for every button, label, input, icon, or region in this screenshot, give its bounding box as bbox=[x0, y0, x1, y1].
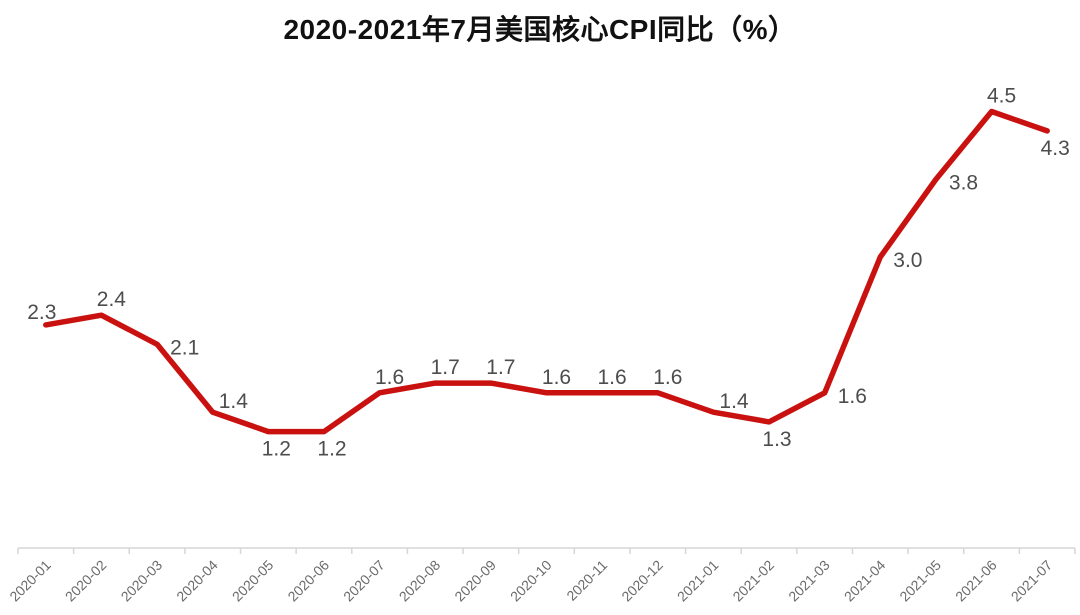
data-label: 1.6 bbox=[838, 385, 867, 408]
data-label: 4.5 bbox=[987, 85, 1016, 108]
data-label: 1.3 bbox=[762, 428, 791, 451]
x-axis-label: 2021-02 bbox=[729, 557, 777, 605]
chart-title: 2020-2021年7月美国核心CPI同比（%） bbox=[283, 14, 797, 45]
data-label: 1.4 bbox=[719, 390, 749, 413]
x-axis-label: 2020-12 bbox=[618, 557, 666, 605]
data-label: 1.6 bbox=[375, 366, 404, 389]
data-label: 1.7 bbox=[431, 356, 460, 379]
x-axis-label: 2020-05 bbox=[229, 557, 277, 605]
data-label: 1.4 bbox=[219, 390, 249, 413]
data-label: 1.7 bbox=[486, 356, 515, 379]
x-axis-label: 2021-07 bbox=[1008, 557, 1056, 605]
data-label: 1.6 bbox=[653, 366, 682, 389]
data-label: 4.3 bbox=[1041, 137, 1070, 160]
data-label: 1.2 bbox=[262, 438, 291, 461]
x-axis-label: 2020-02 bbox=[62, 557, 110, 605]
x-axis-label: 2021-06 bbox=[952, 557, 1000, 605]
data-label: 3.0 bbox=[893, 249, 922, 272]
x-axis-label: 2020-09 bbox=[451, 557, 499, 605]
x-axis-label: 2020-11 bbox=[563, 557, 610, 604]
x-axis-label: 2020-10 bbox=[507, 557, 555, 605]
x-axis-label: 2020-03 bbox=[118, 557, 166, 605]
x-axis-label: 2021-01 bbox=[674, 557, 722, 605]
data-label: 1.6 bbox=[542, 366, 571, 389]
data-label: 3.8 bbox=[949, 171, 978, 194]
data-label: 1.2 bbox=[317, 438, 346, 461]
data-label: 2.1 bbox=[170, 336, 199, 359]
x-axis-label: 2020-04 bbox=[173, 557, 221, 605]
cpi-series-line bbox=[43, 108, 1050, 435]
x-axis-label: 2021-03 bbox=[785, 557, 833, 605]
x-axis-label: 2020-08 bbox=[396, 557, 444, 605]
x-axis-label: 2021-05 bbox=[896, 557, 944, 605]
x-axis-label: 2020-01 bbox=[6, 557, 54, 605]
x-axis-label: 2020-07 bbox=[340, 557, 388, 605]
x-axis-label: 2021-04 bbox=[841, 557, 889, 605]
x-axis-label: 2020-06 bbox=[284, 557, 332, 605]
data-label: 2.3 bbox=[27, 301, 56, 324]
data-label: 1.6 bbox=[597, 366, 626, 389]
data-label: 2.4 bbox=[97, 288, 127, 311]
